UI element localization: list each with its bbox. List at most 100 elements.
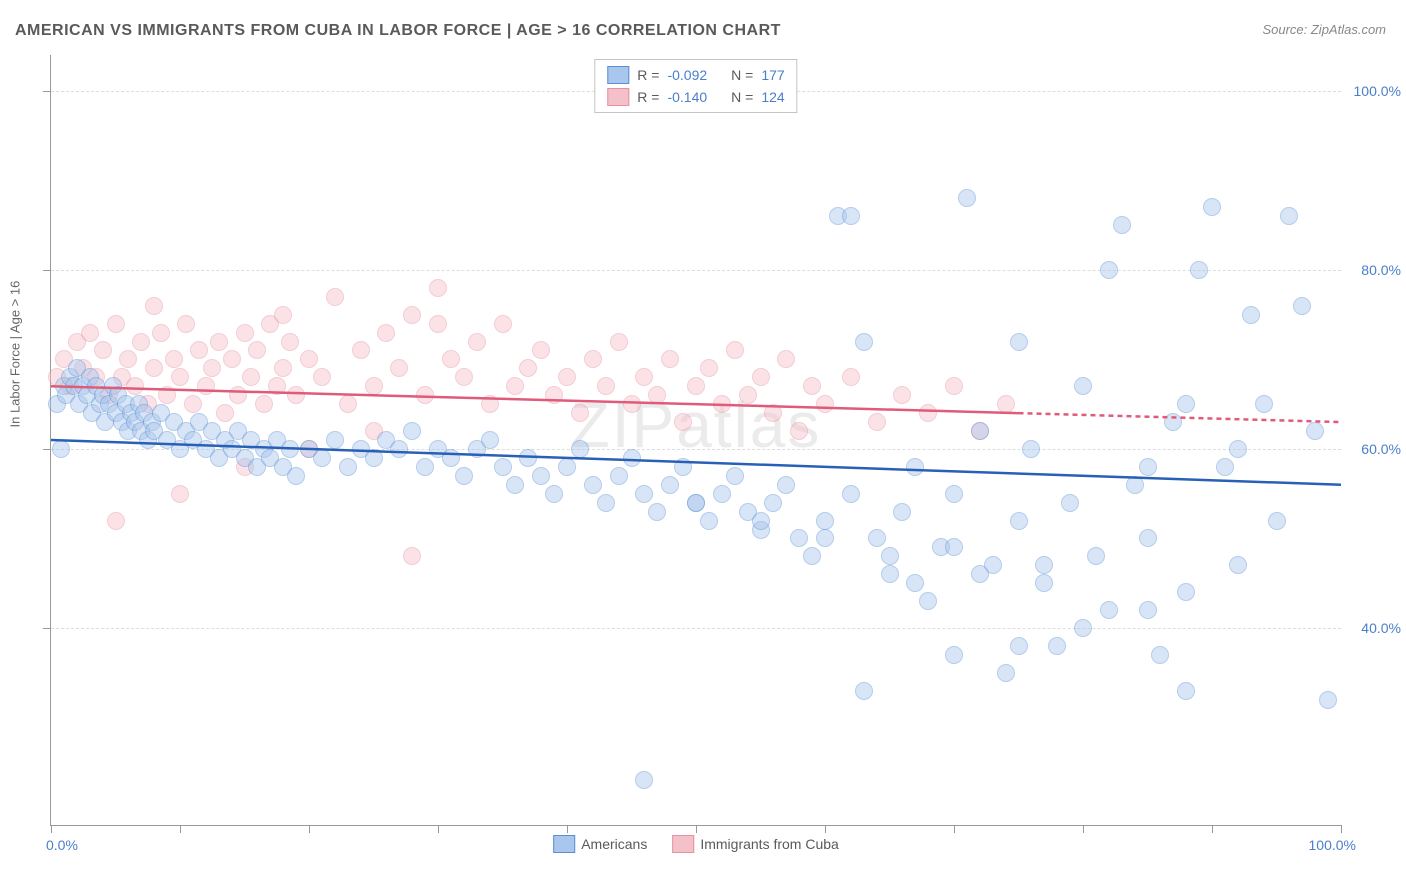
data-point-immigrants <box>229 386 247 404</box>
r-label: R = <box>637 67 659 83</box>
data-point-immigrants <box>584 350 602 368</box>
data-point-immigrants <box>216 404 234 422</box>
data-point-americans <box>868 529 886 547</box>
data-point-immigrants <box>945 377 963 395</box>
data-point-americans <box>1100 261 1118 279</box>
data-point-americans <box>313 449 331 467</box>
data-point-immigrants <box>248 341 266 359</box>
data-point-immigrants <box>494 315 512 333</box>
data-point-immigrants <box>268 377 286 395</box>
r-label: R = <box>637 89 659 105</box>
data-point-americans <box>365 449 383 467</box>
scatter-chart: ZIPatlas 40.0%60.0%80.0%100.0% 0.0% 100.… <box>50 55 1341 826</box>
legend-label-americans: Americans <box>581 836 647 852</box>
data-point-americans <box>945 646 963 664</box>
data-point-americans <box>1216 458 1234 476</box>
y-axis-label: In Labor Force | Age > 16 <box>8 281 23 428</box>
data-point-americans <box>919 592 937 610</box>
data-point-americans <box>1268 512 1286 530</box>
data-point-immigrants <box>365 377 383 395</box>
data-point-americans <box>881 547 899 565</box>
data-point-immigrants <box>287 386 305 404</box>
data-point-americans <box>1242 306 1260 324</box>
data-point-americans <box>545 485 563 503</box>
data-point-americans <box>326 431 344 449</box>
data-point-americans <box>674 458 692 476</box>
data-point-americans <box>339 458 357 476</box>
data-point-americans <box>281 440 299 458</box>
data-point-americans <box>726 467 744 485</box>
data-point-immigrants <box>532 341 550 359</box>
stats-legend-box: R = -0.092 N = 177 R = -0.140 N = 124 <box>594 59 797 113</box>
y-tick-label: 40.0% <box>1361 620 1401 636</box>
data-point-americans <box>842 485 860 503</box>
data-point-americans <box>713 485 731 503</box>
data-point-immigrants <box>700 359 718 377</box>
legend-label-immigrants: Immigrants from Cuba <box>700 836 838 852</box>
data-point-americans <box>1113 216 1131 234</box>
data-point-immigrants <box>171 485 189 503</box>
data-point-immigrants <box>281 333 299 351</box>
data-point-americans <box>1177 583 1195 601</box>
data-point-americans <box>1229 556 1247 574</box>
data-point-americans <box>777 476 795 494</box>
data-point-immigrants <box>752 368 770 386</box>
data-point-immigrants <box>726 341 744 359</box>
swatch-immigrants <box>672 835 694 853</box>
legend-item-immigrants: Immigrants from Cuba <box>672 835 838 853</box>
data-point-immigrants <box>210 333 228 351</box>
swatch-immigrants <box>607 88 629 106</box>
data-point-americans <box>597 494 615 512</box>
data-point-immigrants <box>223 350 241 368</box>
data-point-immigrants <box>519 359 537 377</box>
data-point-immigrants <box>177 315 195 333</box>
watermark: ZIPatlas <box>571 388 822 462</box>
data-point-immigrants <box>623 395 641 413</box>
data-point-americans <box>416 458 434 476</box>
data-point-americans <box>1048 637 1066 655</box>
n-value-americans: 177 <box>761 67 784 83</box>
data-point-americans <box>635 485 653 503</box>
data-point-immigrants <box>313 368 331 386</box>
data-point-immigrants <box>274 306 292 324</box>
data-point-americans <box>455 467 473 485</box>
data-point-immigrants <box>300 350 318 368</box>
data-point-immigrants <box>126 377 144 395</box>
data-point-immigrants <box>107 315 125 333</box>
data-point-americans <box>1319 691 1337 709</box>
data-point-immigrants <box>687 377 705 395</box>
data-point-americans <box>1061 494 1079 512</box>
data-point-americans <box>1035 556 1053 574</box>
data-point-americans <box>1177 682 1195 700</box>
data-point-immigrants <box>597 377 615 395</box>
data-point-immigrants <box>107 512 125 530</box>
data-point-americans <box>816 512 834 530</box>
data-point-americans <box>997 664 1015 682</box>
data-point-immigrants <box>197 377 215 395</box>
data-point-americans <box>687 494 705 512</box>
data-point-americans <box>1139 458 1157 476</box>
data-point-americans <box>635 771 653 789</box>
data-point-immigrants <box>674 413 692 431</box>
data-point-immigrants <box>94 341 112 359</box>
x-axis-min-label: 0.0% <box>46 837 78 853</box>
data-point-immigrants <box>158 386 176 404</box>
data-point-americans <box>1255 395 1273 413</box>
data-point-immigrants <box>739 386 757 404</box>
data-point-americans <box>494 458 512 476</box>
y-tick-label: 60.0% <box>1361 441 1401 457</box>
data-point-americans <box>945 538 963 556</box>
data-point-americans <box>1010 333 1028 351</box>
data-point-americans <box>623 449 641 467</box>
data-point-immigrants <box>152 324 170 342</box>
data-point-immigrants <box>145 297 163 315</box>
data-point-immigrants <box>274 359 292 377</box>
data-point-americans <box>906 574 924 592</box>
data-point-americans <box>1010 512 1028 530</box>
data-point-americans <box>1164 413 1182 431</box>
data-point-americans <box>752 512 770 530</box>
data-point-americans <box>1035 574 1053 592</box>
data-point-immigrants <box>403 306 421 324</box>
data-point-americans <box>1306 422 1324 440</box>
data-point-immigrants <box>242 368 260 386</box>
